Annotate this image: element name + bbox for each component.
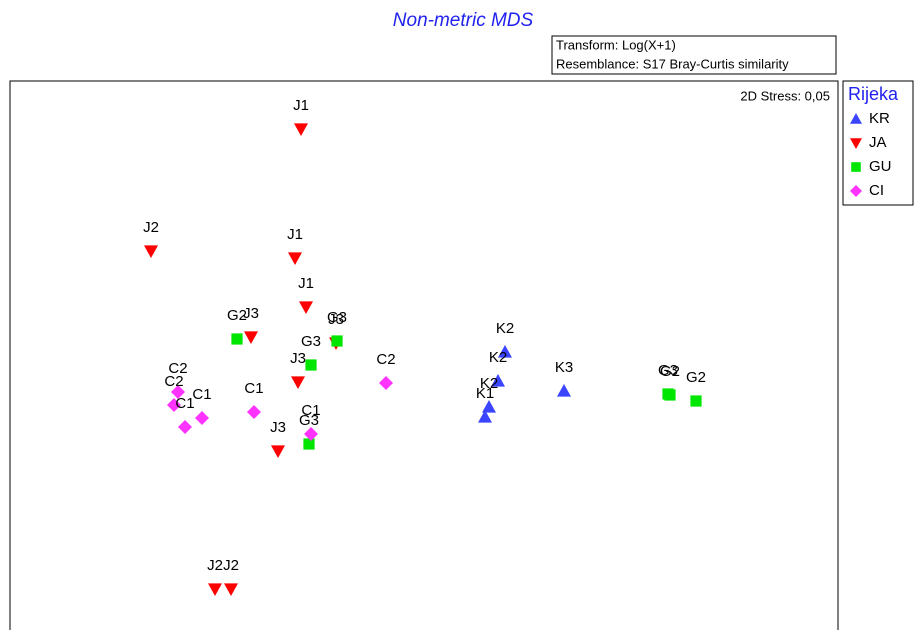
point [178, 420, 192, 434]
point [291, 376, 305, 389]
stress-label: 2D Stress: 0,05 [740, 88, 830, 103]
legend-label: JA [869, 134, 887, 151]
annotation: Transform: Log(X+1) [556, 37, 676, 52]
point-label: J1 [287, 226, 303, 243]
point [478, 410, 492, 423]
point [224, 583, 238, 596]
point-label: C2 [168, 360, 187, 377]
point-label: G3 [301, 333, 321, 350]
point [498, 345, 512, 358]
legend-label: GU [869, 158, 892, 175]
point-label: G3 [658, 362, 678, 379]
point [303, 438, 315, 450]
point [331, 335, 343, 347]
legend-marker [850, 113, 862, 124]
legend-marker [850, 138, 862, 149]
legend-box [842, 80, 914, 206]
point-label: G2 [686, 369, 706, 386]
point-label: C2 [164, 373, 183, 390]
point-label: C2 [376, 351, 395, 368]
point-label: K3 [555, 359, 573, 376]
point-label: C1 [301, 402, 320, 419]
point [305, 359, 317, 371]
point-label: G2 [660, 363, 680, 380]
point-label: C1 [175, 395, 194, 412]
point [271, 445, 285, 458]
legend-title: Rijeka [848, 84, 899, 104]
point-label: C1 [244, 380, 263, 397]
point [171, 385, 185, 399]
point [231, 333, 243, 345]
point-label: J1 [298, 275, 314, 292]
legend-label: KR [869, 110, 890, 127]
point [690, 395, 702, 407]
point-label: J3 [328, 311, 344, 328]
point [491, 374, 505, 387]
point-label: G3 [327, 309, 347, 326]
point [379, 376, 393, 390]
point [299, 301, 313, 314]
point-label: K2 [489, 349, 507, 366]
point-label: G3 [299, 412, 319, 429]
point-label: J3 [270, 419, 286, 436]
point-label: K2 [480, 375, 498, 392]
point-label: J3 [243, 305, 259, 322]
point-label: J2 [223, 557, 239, 574]
annotation-box [551, 35, 837, 75]
point [482, 400, 496, 413]
point-label: K1 [476, 385, 494, 402]
point [664, 389, 676, 401]
point-label: K2 [496, 320, 514, 337]
legend-marker [850, 185, 862, 197]
point [167, 398, 181, 412]
point [208, 583, 222, 596]
point [244, 331, 258, 344]
point [557, 384, 571, 397]
point [144, 245, 158, 258]
point-label: J2 [143, 219, 159, 236]
annotation: Resemblance: S17 Bray-Curtis similarity [556, 56, 789, 71]
point-label: J2 [207, 557, 223, 574]
point-label: C1 [192, 386, 211, 403]
plot-frame [9, 80, 839, 630]
point [247, 405, 261, 419]
point-label: G2 [227, 307, 247, 324]
chart-title: Non-metric MDS [393, 10, 534, 31]
legend-marker [851, 162, 861, 172]
point [195, 411, 209, 425]
legend-label: CI [869, 182, 884, 199]
point-label: J3 [290, 350, 306, 367]
point [294, 123, 308, 136]
point [288, 252, 302, 265]
point-label: J1 [293, 97, 309, 114]
point [304, 427, 318, 441]
